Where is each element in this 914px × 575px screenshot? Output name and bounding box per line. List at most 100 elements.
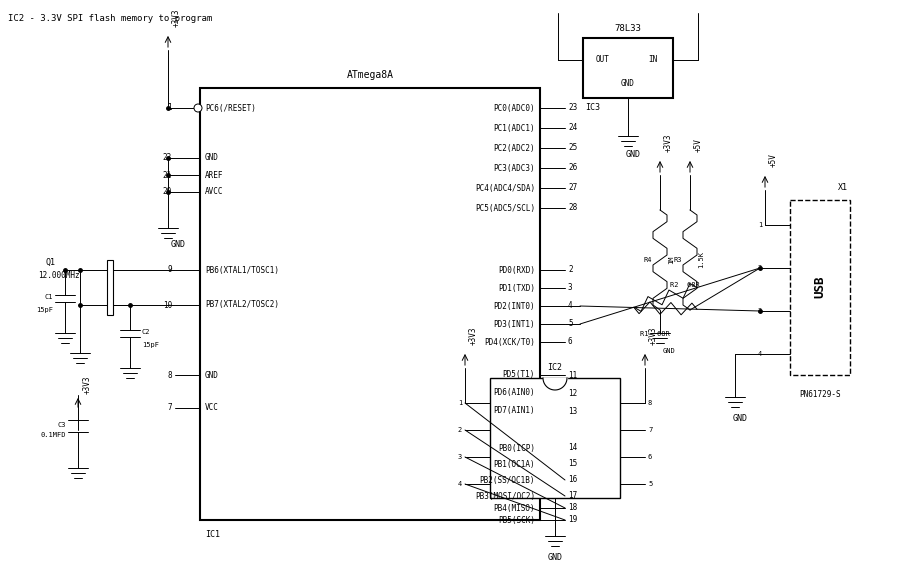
Text: 20: 20 — [163, 187, 172, 197]
Text: 26: 26 — [568, 163, 578, 172]
Text: PD1(TXD): PD1(TXD) — [498, 283, 535, 293]
Text: C3: C3 — [58, 422, 66, 428]
Text: 3: 3 — [458, 454, 462, 460]
Text: 24: 24 — [568, 124, 578, 132]
Text: PD6(AIN0): PD6(AIN0) — [494, 389, 535, 397]
Text: 7: 7 — [167, 404, 172, 412]
Text: 2: 2 — [568, 266, 573, 274]
Text: PC2(ADC2): PC2(ADC2) — [494, 144, 535, 152]
Text: PD2(INT0): PD2(INT0) — [494, 301, 535, 310]
Circle shape — [194, 104, 202, 112]
Text: GND: GND — [663, 348, 675, 354]
Bar — [200, 88, 540, 520]
Text: PC1(ADC1): PC1(ADC1) — [494, 124, 535, 132]
Text: PC6(/RESET): PC6(/RESET) — [205, 104, 256, 113]
Text: PN61729-S: PN61729-S — [799, 390, 841, 399]
Text: GND: GND — [171, 240, 186, 249]
Text: PB4(MISO): PB4(MISO) — [494, 504, 535, 512]
Text: 18: 18 — [568, 504, 578, 512]
Text: 8: 8 — [648, 400, 653, 406]
Text: Q1: Q1 — [45, 258, 55, 266]
Text: 4: 4 — [758, 351, 762, 357]
Text: IC1: IC1 — [205, 530, 220, 539]
Text: PD7(AIN1): PD7(AIN1) — [494, 407, 535, 416]
Text: 15pF: 15pF — [142, 342, 159, 348]
Text: 8: 8 — [167, 370, 172, 380]
Text: PB1(OC1A): PB1(OC1A) — [494, 459, 535, 469]
Text: 25: 25 — [568, 144, 578, 152]
Text: PB3(MOSI/OC2): PB3(MOSI/OC2) — [475, 492, 535, 500]
Text: 12.000MHz: 12.000MHz — [38, 271, 80, 281]
Text: IC3: IC3 — [585, 103, 600, 112]
Text: X1: X1 — [838, 183, 848, 192]
Text: 23: 23 — [568, 104, 578, 113]
Text: 19: 19 — [568, 516, 578, 524]
Text: PC3(ADC3): PC3(ADC3) — [494, 163, 535, 172]
Text: USB: USB — [813, 276, 826, 298]
Text: PD5(T1): PD5(T1) — [503, 370, 535, 380]
Text: 78L33: 78L33 — [614, 24, 642, 33]
Text: GND: GND — [205, 370, 218, 380]
Text: 1: 1 — [458, 400, 462, 406]
Text: C2: C2 — [142, 329, 151, 335]
Text: 1: 1 — [167, 104, 172, 113]
Text: +3V3: +3V3 — [83, 375, 92, 394]
Text: IC2: IC2 — [547, 363, 562, 372]
Text: R3: R3 — [674, 257, 682, 263]
Text: 5: 5 — [648, 481, 653, 487]
Text: 2: 2 — [758, 265, 762, 271]
Text: PC0(ADC0): PC0(ADC0) — [494, 104, 535, 113]
Text: 3: 3 — [758, 308, 762, 314]
Text: 4: 4 — [568, 301, 573, 310]
Text: OUT: OUT — [596, 56, 610, 64]
Text: 22: 22 — [163, 154, 172, 163]
Bar — [490, 378, 620, 498]
Text: 17: 17 — [568, 492, 578, 500]
Text: GND: GND — [732, 414, 748, 423]
Text: 12: 12 — [568, 389, 578, 397]
Text: 3: 3 — [568, 283, 573, 293]
Bar — [107, 260, 113, 315]
Text: +5V: +5V — [769, 153, 778, 167]
Text: R1  68R: R1 68R — [640, 331, 670, 337]
Text: 15pF: 15pF — [36, 307, 53, 313]
Text: R4: R4 — [643, 257, 652, 263]
Text: PC5(ADC5/SCL): PC5(ADC5/SCL) — [475, 204, 535, 213]
Text: 21: 21 — [163, 171, 172, 179]
Text: +3V3: +3V3 — [172, 9, 181, 27]
Text: AREF: AREF — [205, 171, 224, 179]
Text: 14: 14 — [568, 443, 578, 453]
Text: 5: 5 — [568, 320, 573, 328]
Text: 27: 27 — [568, 183, 578, 193]
Text: PB5(SCK): PB5(SCK) — [498, 516, 535, 524]
Text: GND: GND — [621, 79, 635, 87]
Text: 6: 6 — [648, 454, 653, 460]
Text: 2: 2 — [458, 427, 462, 433]
Text: ATmega8A: ATmega8A — [346, 70, 394, 80]
Text: IN: IN — [648, 56, 658, 64]
Text: IC2 - 3.3V SPI flash memory to program: IC2 - 3.3V SPI flash memory to program — [8, 14, 212, 23]
Text: 13: 13 — [568, 407, 578, 416]
Text: 28: 28 — [568, 204, 578, 213]
Text: GND: GND — [547, 553, 562, 562]
Text: PD0(RXD): PD0(RXD) — [498, 266, 535, 274]
Text: AVCC: AVCC — [205, 187, 224, 197]
Text: GND: GND — [205, 154, 218, 163]
Text: +5V: +5V — [694, 138, 703, 152]
Text: PB0(ICP): PB0(ICP) — [498, 443, 535, 453]
Text: +3V3: +3V3 — [469, 327, 478, 345]
Text: PB7(XTAL2/TOSC2): PB7(XTAL2/TOSC2) — [205, 301, 279, 309]
Text: 16: 16 — [568, 476, 578, 485]
Text: C1: C1 — [45, 294, 53, 300]
Bar — [790, 200, 850, 375]
Text: 1: 1 — [758, 222, 762, 228]
Text: PD4(XCK/T0): PD4(XCK/T0) — [484, 338, 535, 347]
Text: PB2(SS/OC1B): PB2(SS/OC1B) — [480, 476, 535, 485]
Text: 4: 4 — [458, 481, 462, 487]
Text: +3V3: +3V3 — [649, 327, 658, 345]
Text: VCC: VCC — [205, 404, 218, 412]
Bar — [583, 38, 673, 98]
Text: PD3(INT1): PD3(INT1) — [494, 320, 535, 328]
Text: +3V3: +3V3 — [664, 133, 673, 152]
Text: 11: 11 — [568, 370, 578, 380]
